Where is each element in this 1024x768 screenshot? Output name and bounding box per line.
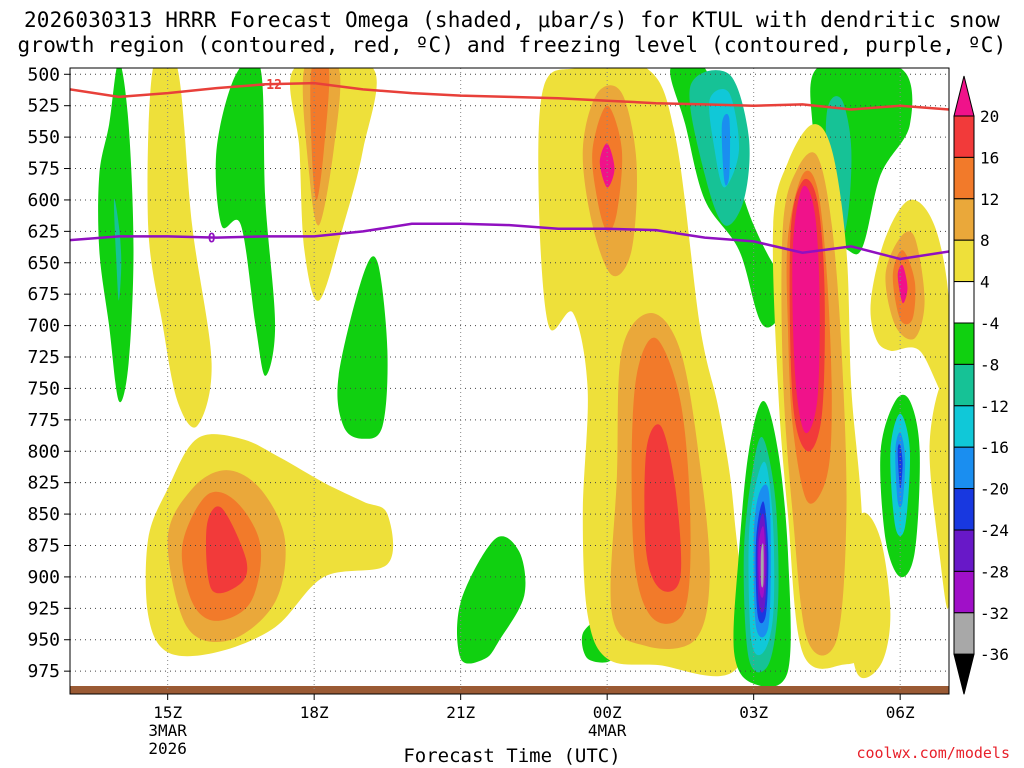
colorbar-label: -12	[980, 397, 1009, 416]
colorbar-label: -16	[980, 438, 1009, 457]
colorbar-swatch	[953, 198, 975, 241]
colorbar-swatch	[953, 405, 975, 448]
y-tick-label: 725	[27, 347, 60, 368]
omega-region	[147, 68, 212, 428]
colorbar-swatch	[953, 322, 975, 365]
colorbar-swatch	[953, 75, 975, 117]
x-tick-label: 00Z	[593, 703, 622, 722]
omega-region	[721, 113, 731, 186]
omega-region	[215, 68, 276, 376]
omega-region	[760, 543, 764, 588]
credit-text: coolwx.com/models	[856, 744, 1010, 762]
omega-shading	[98, 68, 949, 688]
y-tick-label: 925	[27, 598, 60, 619]
y-tick-label: 625	[27, 221, 60, 242]
y-tick-label: 825	[27, 473, 60, 494]
omega-region	[337, 256, 388, 439]
temperature-contours	[70, 81, 949, 261]
plot-frame	[69, 67, 950, 695]
ground-surface	[70, 686, 949, 694]
y-tick-label: 550	[27, 127, 60, 148]
colorbar-swatch	[953, 488, 975, 531]
colorbar-swatch	[953, 363, 975, 407]
colorbar-swatch	[953, 653, 975, 695]
colorbar-label: 12	[980, 190, 999, 209]
omega-region	[897, 444, 903, 490]
omega-region	[310, 68, 330, 200]
colorbar-swatch	[953, 156, 975, 200]
y-tick-label: 575	[27, 159, 60, 180]
contour-label: 0	[208, 232, 216, 247]
omega-region	[457, 536, 526, 664]
x-tick-label: 03Z	[739, 703, 768, 722]
y-tick-label: 900	[27, 567, 60, 588]
y-axis: 500 525 550 575 600 625 650 675 700 725 750 775 800 8…	[27, 64, 70, 682]
y-tick-label: 850	[27, 504, 60, 525]
colorbar-swatch	[953, 529, 975, 572]
colorbar-label: 4	[980, 273, 990, 292]
y-tick-label: 600	[27, 190, 60, 211]
x-tick-date: 4MAR	[588, 721, 627, 740]
y-tick-label: 700	[27, 316, 60, 337]
contour-line	[70, 222, 949, 261]
x-tick-label: 21Z	[446, 703, 475, 722]
colorbar: 20 16 12 8 4 -4 -8 -12 -16 -20 -24 -28 -32 -36	[953, 75, 1009, 695]
omega-region	[792, 185, 820, 434]
x-tick-label: 06Z	[886, 703, 915, 722]
colorbar-swatch	[953, 570, 975, 614]
y-tick-label: 525	[27, 96, 60, 117]
colorbar-label: 20	[980, 107, 999, 126]
chart-title-line-1: 2026030313 HRRR Forecast Omega (shaded, …	[23, 8, 1001, 32]
contour-labels: -12 0	[208, 78, 282, 246]
y-tick-label: 975	[27, 661, 60, 682]
colorbar-swatch	[953, 446, 975, 490]
y-tick-label: 750	[27, 378, 60, 399]
colorbar-label: 16	[980, 148, 999, 167]
x-tick-label: 18Z	[300, 703, 329, 722]
y-tick-label: 775	[27, 410, 60, 431]
colorbar-label: -32	[980, 604, 1009, 623]
colorbar-label: -4	[980, 314, 999, 333]
y-tick-label: 675	[27, 284, 60, 305]
x-tick-date: 3MAR	[148, 721, 187, 740]
colorbar-swatch	[953, 239, 975, 283]
omega-region	[929, 378, 949, 609]
x-axis-label: Forecast Time (UTC)	[403, 745, 621, 767]
contour-line	[70, 81, 949, 111]
omega-region	[113, 198, 122, 301]
colorbar-label: 8	[980, 231, 990, 250]
y-tick-label: 875	[27, 535, 60, 556]
omega-region	[205, 506, 248, 594]
colorbar-swatch	[953, 612, 975, 655]
y-tick-label: 500	[27, 64, 60, 85]
omega-region	[644, 424, 682, 592]
chart-title-line-2: growth region (contoured, red, ºC) and f…	[17, 33, 1007, 57]
omega-region	[897, 264, 908, 304]
colorbar-label: -20	[980, 480, 1009, 499]
colorbar-label: -36	[980, 645, 1009, 664]
y-tick-label: 950	[27, 630, 60, 651]
omega-region	[670, 68, 913, 328]
colorbar-label: -28	[980, 562, 1009, 581]
y-tick-label: 800	[27, 441, 60, 462]
y-tick-label: 650	[27, 253, 60, 274]
omega-region	[846, 512, 891, 679]
x-tick-label: 15Z	[153, 703, 182, 722]
x-tick-year: 2026	[148, 739, 187, 758]
omega-region	[599, 143, 615, 188]
contour-label: -12	[258, 78, 281, 93]
colorbar-label: -8	[980, 355, 999, 374]
colorbar-swatch	[953, 281, 975, 324]
colorbar-label: -24	[980, 521, 1009, 540]
colorbar-swatch	[953, 115, 975, 158]
